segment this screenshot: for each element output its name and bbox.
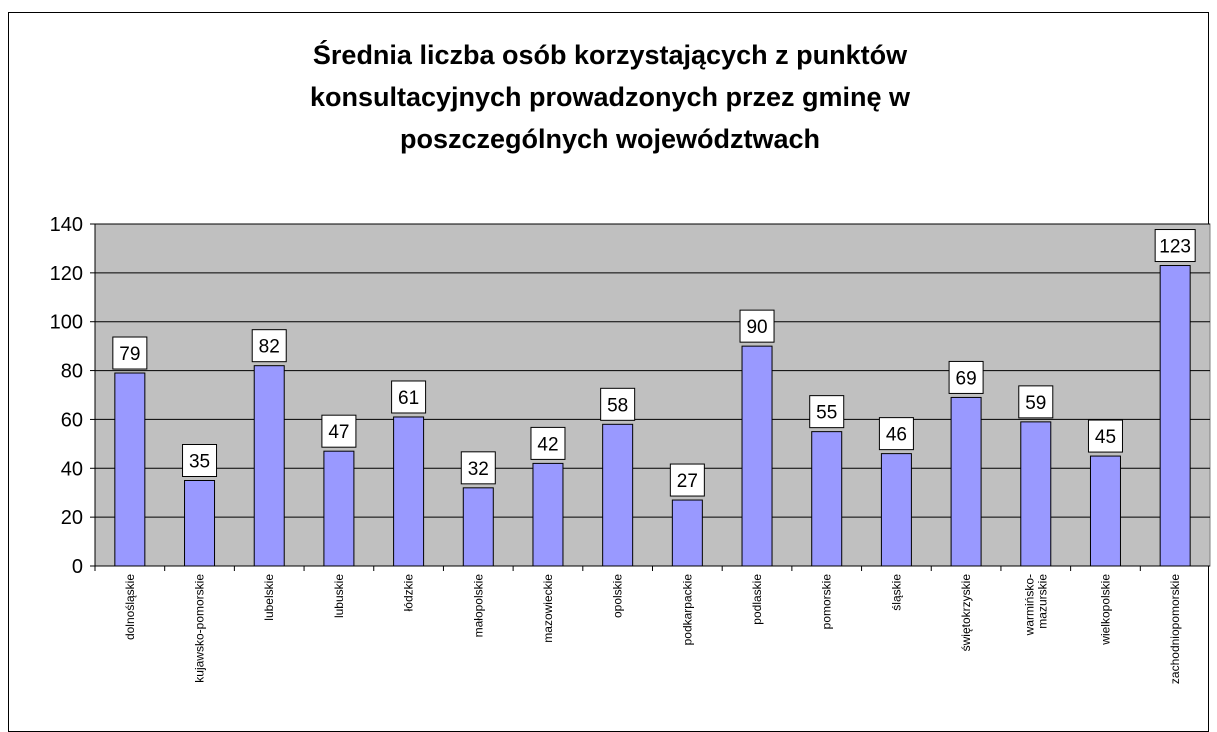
x-tick-label: podkarpackie <box>680 574 694 646</box>
bar <box>462 487 494 567</box>
bar <box>950 396 982 567</box>
data-label: 47 <box>328 422 349 443</box>
y-tick-label: 100 <box>50 312 83 334</box>
data-label-box <box>530 426 566 460</box>
bar <box>1159 265 1191 567</box>
data-label: 79 <box>119 344 140 365</box>
data-label: 35 <box>189 452 210 473</box>
bar <box>114 372 146 567</box>
data-label: 45 <box>1095 427 1116 448</box>
x-tick-group: podkarpackie <box>680 574 694 646</box>
data-label: 90 <box>746 317 767 338</box>
x-tick-label: kujawsko-pomorskie <box>193 574 207 683</box>
bar <box>1020 421 1052 567</box>
x-tick-group: mazowieckie <box>541 574 555 643</box>
data-label-box <box>739 309 775 343</box>
x-tick-group: lubuskie <box>332 574 346 618</box>
data-label: 42 <box>537 434 558 455</box>
bar <box>811 431 843 567</box>
x-tick-group: opolskie <box>611 574 625 618</box>
data-label-box <box>391 380 427 414</box>
data-label-box <box>809 395 845 429</box>
y-tick-label: 140 <box>50 214 83 236</box>
data-label-box <box>460 451 496 485</box>
data-label: 58 <box>607 395 628 416</box>
data-label-box <box>112 336 148 370</box>
data-label-box <box>251 329 287 363</box>
x-tick-group: świętokrzyskie <box>959 574 973 652</box>
bar <box>323 450 355 567</box>
data-label-box <box>182 444 218 477</box>
x-tick-label: lubelskie <box>262 574 276 621</box>
x-tick-group: podlaskie <box>750 574 764 625</box>
bar <box>253 365 285 567</box>
x-tick-label: opolskie <box>611 574 625 618</box>
data-label: 82 <box>259 337 280 358</box>
data-label: 46 <box>886 425 907 446</box>
x-tick-label: świętokrzyskie <box>959 574 973 652</box>
x-tick-label: dolnośląskie <box>123 574 137 640</box>
x-tick-label: podlaskie <box>750 574 764 625</box>
data-label: 59 <box>1025 393 1046 414</box>
bar <box>880 453 912 567</box>
bar <box>532 462 564 567</box>
x-tick-group: małopolskie <box>471 574 485 638</box>
x-tick-label: pomorskie <box>820 574 834 630</box>
bar <box>671 499 703 567</box>
y-tick-label: 20 <box>61 507 83 529</box>
y-tick-label: 60 <box>61 409 83 431</box>
y-tick-label: 120 <box>50 263 83 285</box>
data-label-box <box>878 417 914 451</box>
data-label: 32 <box>468 459 489 480</box>
x-tick-label: lubuskie <box>332 574 346 618</box>
bar <box>602 423 634 567</box>
bar <box>393 416 425 567</box>
bar <box>184 480 216 567</box>
data-label-box <box>1154 229 1196 263</box>
x-tick-group: pomorskie <box>820 574 834 630</box>
chart-title: Średnia liczba osób korzystających z pun… <box>309 40 911 154</box>
data-label-box <box>948 360 984 394</box>
x-tick-label: mazowieckie <box>541 574 555 643</box>
x-tick-group: lubelskie <box>262 574 276 621</box>
x-tick-label: śląskie <box>889 574 903 611</box>
x-tick-group: śląskie <box>889 574 903 611</box>
x-tick-group: dolnośląskie <box>123 574 137 640</box>
data-label: 61 <box>398 388 419 409</box>
y-tick-label: 0 <box>72 556 83 578</box>
bar <box>741 345 773 567</box>
data-label-box <box>600 387 636 421</box>
x-tick-label: łódzkie <box>402 574 416 612</box>
x-tick-group: łódzkie <box>402 574 416 612</box>
data-label-box <box>1087 419 1123 453</box>
data-label-box <box>1018 385 1054 419</box>
data-label: 69 <box>956 368 977 389</box>
data-label: 123 <box>1159 237 1191 258</box>
x-tick-label: zachodniopomorskie <box>1168 574 1182 684</box>
data-label: 27 <box>677 471 698 492</box>
data-label-box <box>321 414 357 448</box>
x-tick-label: warmińsko-mazurskie <box>1022 574 1049 637</box>
x-tick-group: wielkopolskie <box>1098 574 1112 646</box>
x-tick-group: warmińsko-mazurskie <box>1022 574 1049 637</box>
x-tick-group: kujawsko-pomorskie <box>193 574 207 683</box>
bar <box>1089 455 1121 567</box>
data-label-box <box>669 463 705 497</box>
x-tick-label: wielkopolskie <box>1098 574 1112 646</box>
y-tick-label: 80 <box>61 361 83 383</box>
x-tick-label: małopolskie <box>471 574 485 638</box>
y-tick-label: 40 <box>61 458 83 480</box>
data-label: 55 <box>816 403 837 424</box>
x-tick-group: zachodniopomorskie <box>1168 574 1182 684</box>
